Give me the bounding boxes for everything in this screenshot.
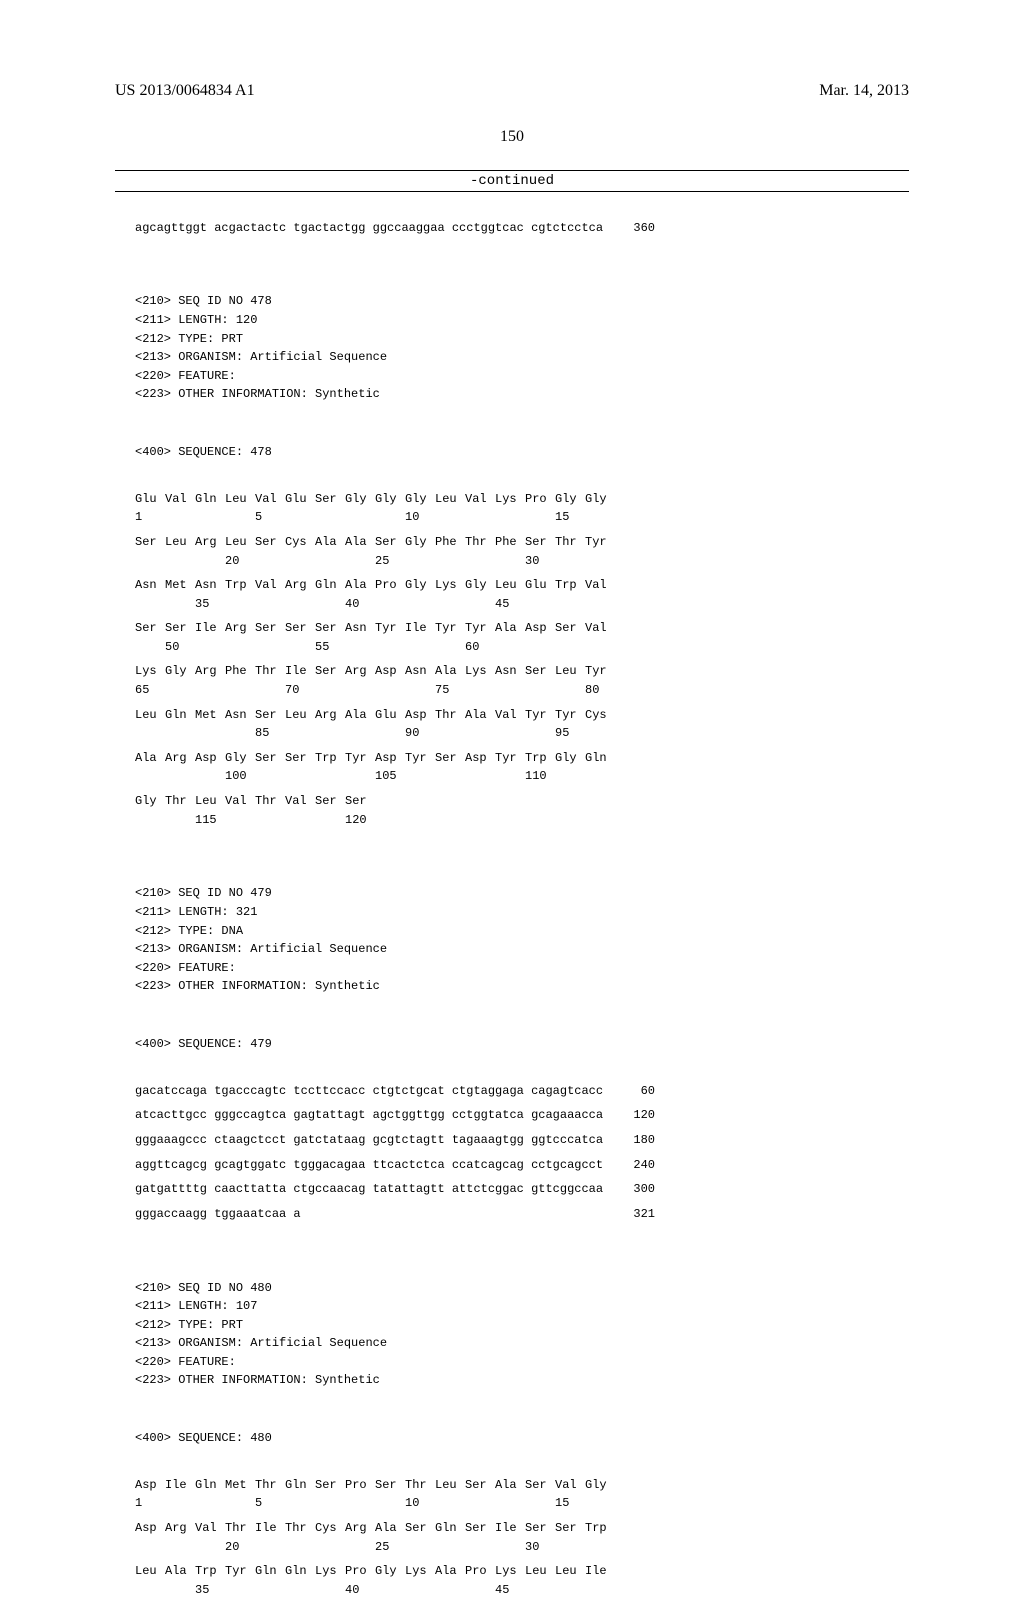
page-number: 150 — [0, 128, 1024, 146]
seq-480-protein: AspIleGlnMetThrGlnSerProSerThrLeuSerAlaS… — [135, 1476, 655, 1600]
seq-478-protein: GluValGlnLeuValGluSerGlyGlyGlyLeuValLysP… — [135, 490, 655, 830]
dna-line: agcagttggt acgactactc tgactactgg ggccaag… — [135, 219, 655, 238]
seq-478-seqline: <400> SEQUENCE: 478 — [135, 443, 655, 462]
continued-header: -continued — [115, 170, 909, 192]
seq-479-seqline: <400> SEQUENCE: 479 — [135, 1035, 655, 1054]
seq-480-meta: <210> SEQ ID NO 480 <211> LENGTH: 107 <2… — [135, 1279, 655, 1391]
seq-478-meta: <210> SEQ ID NO 478 <211> LENGTH: 120 <2… — [135, 292, 655, 404]
sequence-listing: agcagttggt acgactactc tgactactgg ggccaag… — [135, 200, 655, 1618]
pub-date: Mar. 14, 2013 — [819, 82, 909, 100]
seq-480-seqline: <400> SEQUENCE: 480 — [135, 1429, 655, 1448]
pub-number: US 2013/0064834 A1 — [115, 82, 255, 100]
seq-479-meta: <210> SEQ ID NO 479 <211> LENGTH: 321 <2… — [135, 884, 655, 996]
continued-label: -continued — [115, 173, 909, 189]
seq-479-dna: gacatccaga tgacccagtc tccttccacc ctgtctg… — [135, 1082, 655, 1224]
